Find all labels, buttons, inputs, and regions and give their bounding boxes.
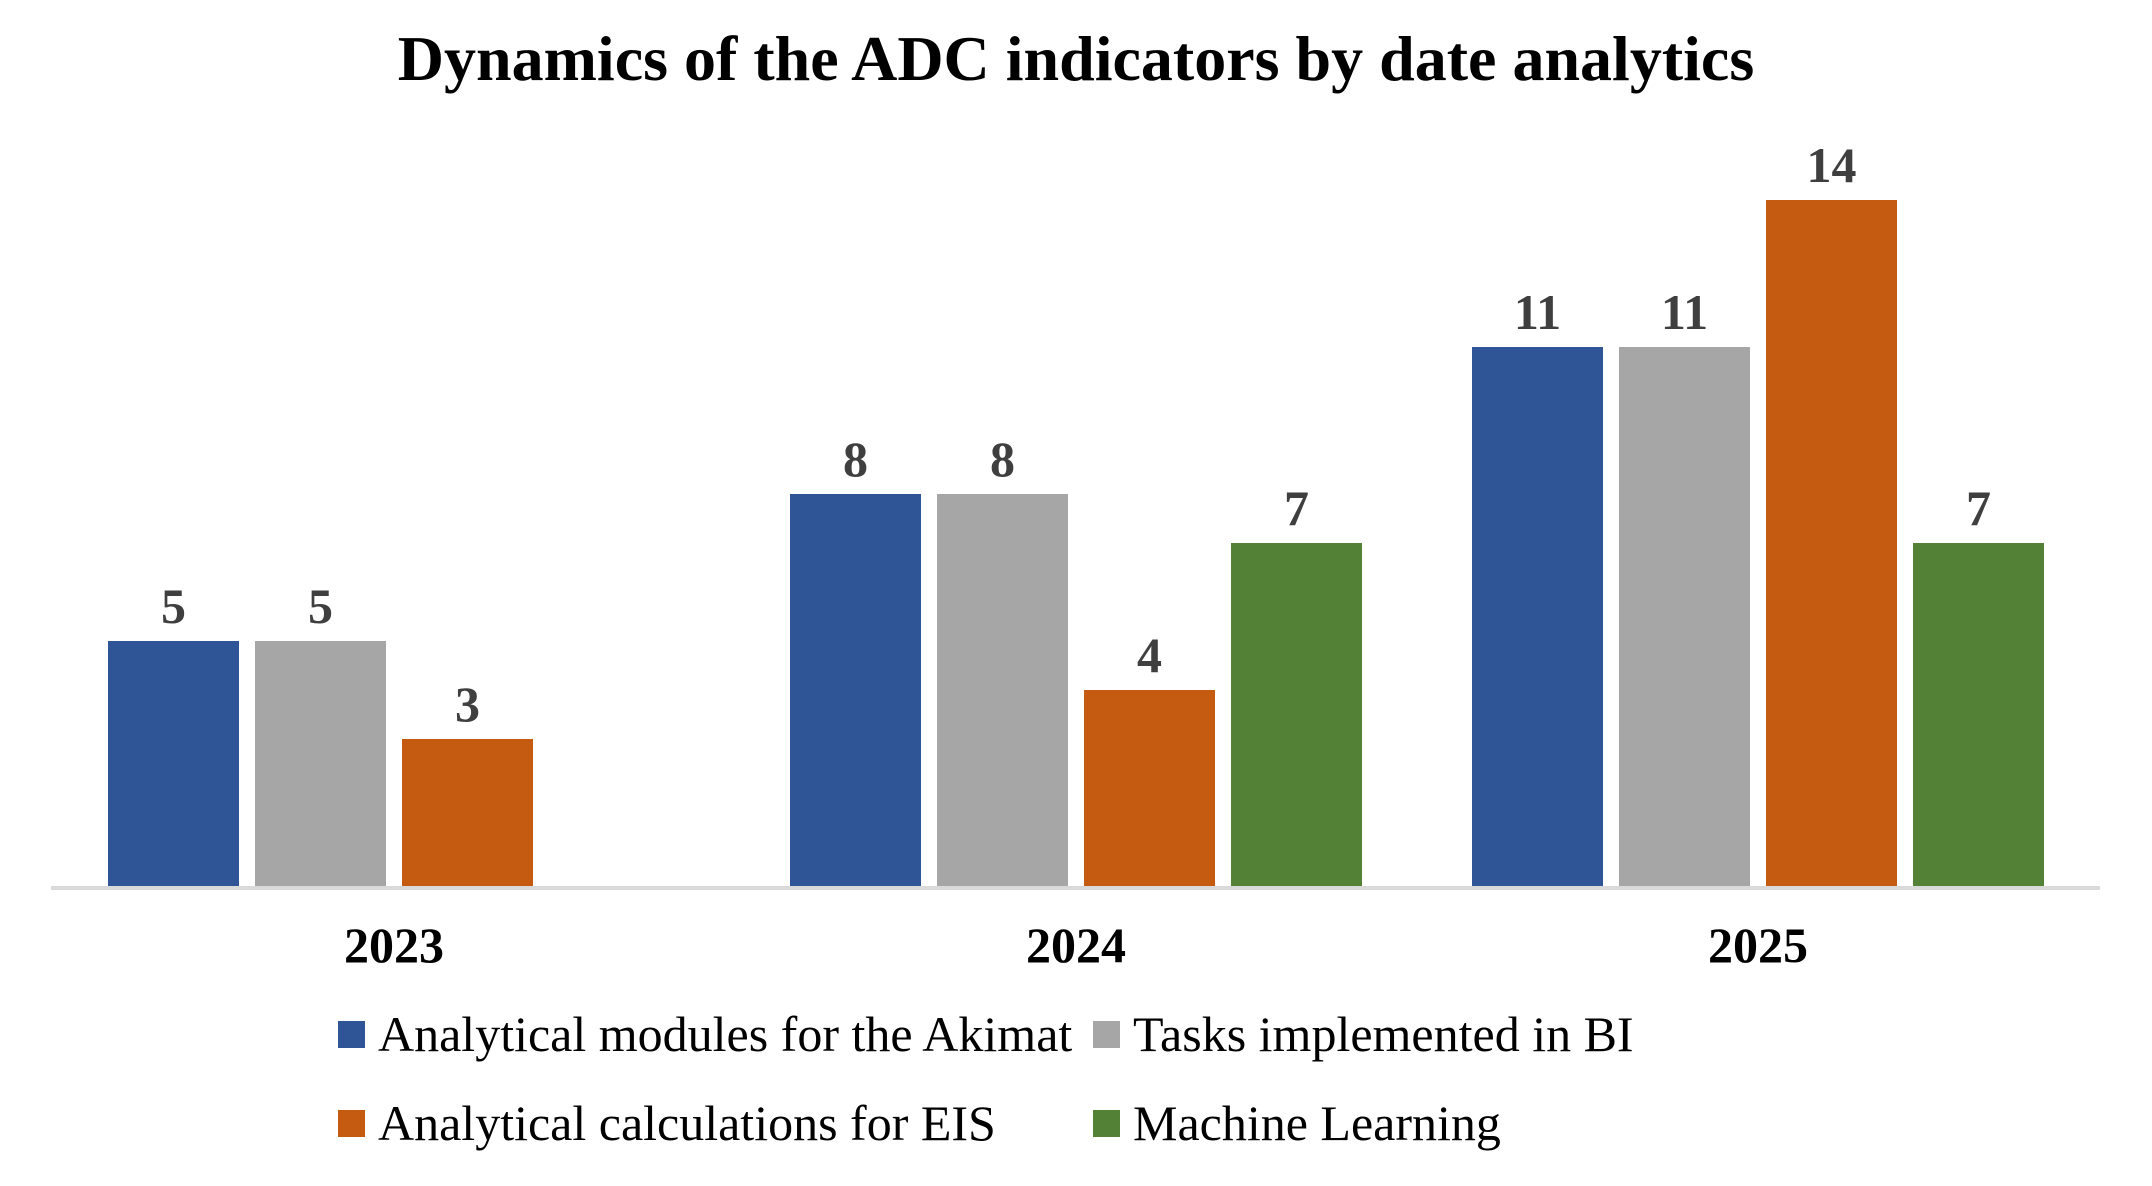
bar-value-label-tasks-implemented-in-bi-2025: 11 xyxy=(1660,284,1709,340)
bar-analytical-calculations-for-eis-2024 xyxy=(1084,690,1215,886)
bar-value-label-machine-learning-2024: 7 xyxy=(1284,480,1309,536)
legend-item-analytical-calculations-for-eis: Analytical calculations for EIS xyxy=(338,1094,996,1152)
legend-item-machine-learning: Machine Learning xyxy=(1093,1094,1501,1152)
x-axis-line xyxy=(51,886,2100,890)
legend-swatch-analytical-modules-for-the-akimat xyxy=(338,1020,365,1048)
bar-value-label-analytical-calculations-for-eis-2023: 3 xyxy=(455,676,480,732)
chart-title: Dynamics of the ADC indicators by date a… xyxy=(397,23,1755,94)
legend-swatch-analytical-calculations-for-eis xyxy=(338,1109,365,1137)
bar-analytical-modules-for-the-akimat-2023 xyxy=(108,641,239,886)
legend-label-tasks-implemented-in-bi: Tasks implemented in BI xyxy=(1133,1006,1634,1062)
x-axis-label-2024: 2024 xyxy=(1026,917,1126,973)
x-axis-label-2023: 2023 xyxy=(344,917,444,973)
bar-analytical-modules-for-the-akimat-2024 xyxy=(790,494,921,886)
bar-value-label-analytical-modules-for-the-akimat-2025: 11 xyxy=(1513,284,1562,340)
bar-analytical-calculations-for-eis-2025 xyxy=(1766,200,1897,886)
bar-analytical-calculations-for-eis-2023 xyxy=(402,739,533,886)
bar-value-label-analytical-modules-for-the-akimat-2024: 8 xyxy=(843,431,868,487)
legend-item-analytical-modules-for-the-akimat: Analytical modules for the Akimat xyxy=(338,1005,1072,1063)
bar-tasks-implemented-in-bi-2023 xyxy=(255,641,386,886)
bar-tasks-implemented-in-bi-2024 xyxy=(937,494,1068,886)
legend-item-tasks-implemented-in-bi: Tasks implemented in BI xyxy=(1093,1005,1634,1063)
legend-label-analytical-calculations-for-eis: Analytical calculations for EIS xyxy=(378,1095,996,1151)
legend-label-analytical-modules-for-the-akimat: Analytical modules for the Akimat xyxy=(378,1006,1073,1062)
x-axis-label-2025: 2025 xyxy=(1708,917,1808,973)
bar-machine-learning-2025 xyxy=(1913,543,2044,886)
legend-swatch-tasks-implemented-in-bi xyxy=(1093,1020,1120,1048)
bar-value-label-tasks-implemented-in-bi-2023: 5 xyxy=(308,578,333,634)
bar-value-label-analytical-modules-for-the-akimat-2023: 5 xyxy=(161,578,186,634)
bar-value-label-machine-learning-2025: 7 xyxy=(1966,480,1991,536)
bar-value-label-analytical-calculations-for-eis-2024: 4 xyxy=(1137,627,1162,683)
bar-value-label-analytical-calculations-for-eis-2025: 14 xyxy=(1806,137,1857,193)
bar-analytical-modules-for-the-akimat-2025 xyxy=(1472,347,1603,886)
legend-label-machine-learning: Machine Learning xyxy=(1133,1095,1501,1151)
legend-swatch-machine-learning xyxy=(1093,1109,1120,1137)
bar-tasks-implemented-in-bi-2025 xyxy=(1619,347,1750,886)
bar-machine-learning-2024 xyxy=(1231,543,1362,886)
bar-value-label-tasks-implemented-in-bi-2024: 8 xyxy=(990,431,1015,487)
